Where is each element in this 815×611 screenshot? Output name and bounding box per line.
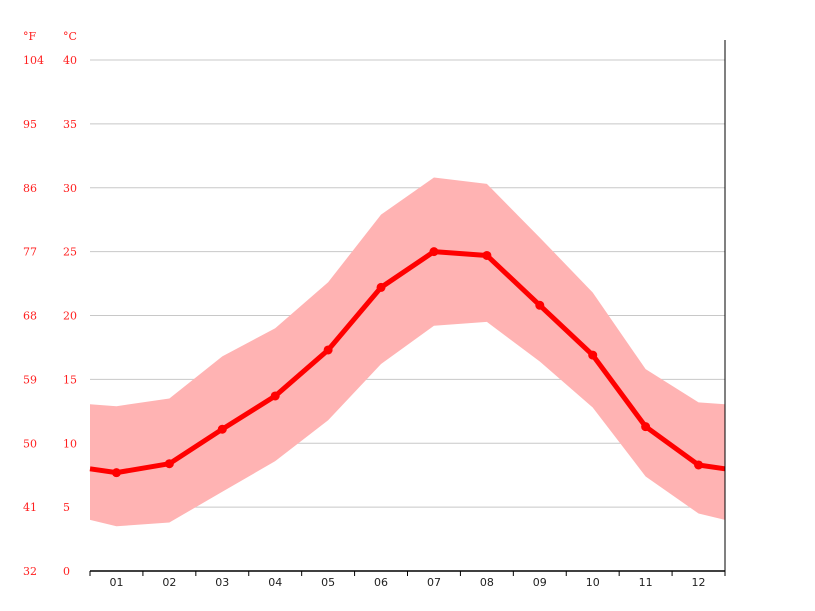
x-tick-label: 04 bbox=[268, 576, 282, 589]
mean-point bbox=[588, 350, 598, 360]
x-tick-label: 11 bbox=[639, 576, 653, 589]
x-tick-label: 02 bbox=[162, 576, 176, 589]
mean-point bbox=[641, 422, 651, 432]
mean-point bbox=[323, 345, 333, 355]
unit-f-label: °F bbox=[23, 30, 37, 43]
x-tick-label: 09 bbox=[533, 576, 547, 589]
y-tick-c: 0 bbox=[63, 565, 70, 578]
temperature-range-band bbox=[90, 177, 725, 527]
y-tick-c: 30 bbox=[63, 182, 77, 195]
mean-point bbox=[111, 468, 121, 478]
y-tick-f: 95 bbox=[23, 118, 37, 131]
y-tick-f: 32 bbox=[23, 565, 37, 578]
y-tick-c: 10 bbox=[63, 437, 77, 450]
mean-point bbox=[535, 300, 545, 310]
mean-point bbox=[429, 247, 439, 257]
y-tick-c: 5 bbox=[63, 501, 70, 514]
unit-c-label: °C bbox=[63, 30, 77, 43]
y-tick-f: 50 bbox=[23, 437, 37, 450]
y-tick-f: 104 bbox=[23, 54, 44, 67]
x-tick-label: 05 bbox=[321, 576, 335, 589]
x-tick-label: 10 bbox=[586, 576, 600, 589]
mean-temperature-line bbox=[89, 249, 726, 476]
y-tick-c: 15 bbox=[63, 373, 77, 386]
mean-point bbox=[164, 459, 174, 469]
mean-point bbox=[270, 391, 280, 401]
x-tick-label: 01 bbox=[109, 576, 123, 589]
y-tick-f: 77 bbox=[23, 246, 37, 259]
y-tick-f: 59 bbox=[23, 373, 37, 386]
y-tick-f: 68 bbox=[23, 310, 37, 323]
y-tick-c: 40 bbox=[63, 54, 77, 67]
x-tick-label: 03 bbox=[215, 576, 229, 589]
mean-point bbox=[482, 250, 492, 260]
y-tick-c: 25 bbox=[63, 246, 77, 259]
mean-point bbox=[694, 460, 704, 470]
y-tick-f: 41 bbox=[23, 501, 37, 514]
mean-point bbox=[376, 282, 386, 292]
x-tick-label: 07 bbox=[427, 576, 441, 589]
x-tick-label: 12 bbox=[692, 576, 706, 589]
y-tick-c: 20 bbox=[63, 310, 77, 323]
x-tick-label: 08 bbox=[480, 576, 494, 589]
mean-point bbox=[217, 424, 227, 434]
x-tick-label: 06 bbox=[374, 576, 388, 589]
y-tick-c: 35 bbox=[63, 118, 77, 131]
y-tick-f: 86 bbox=[23, 182, 37, 195]
